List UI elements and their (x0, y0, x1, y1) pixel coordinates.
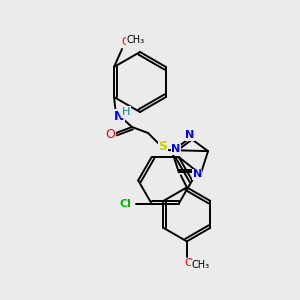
Text: N: N (185, 130, 195, 140)
Text: O: O (122, 37, 130, 47)
Text: Cl: Cl (120, 199, 132, 209)
Text: H: H (122, 107, 130, 117)
Text: O: O (184, 258, 193, 268)
Text: N: N (114, 110, 124, 122)
Text: N: N (171, 144, 181, 154)
Text: CH₃: CH₃ (127, 35, 145, 45)
Text: CH₃: CH₃ (192, 260, 210, 270)
Text: N: N (193, 169, 202, 179)
Text: S: S (158, 140, 167, 152)
Text: O: O (105, 128, 115, 142)
